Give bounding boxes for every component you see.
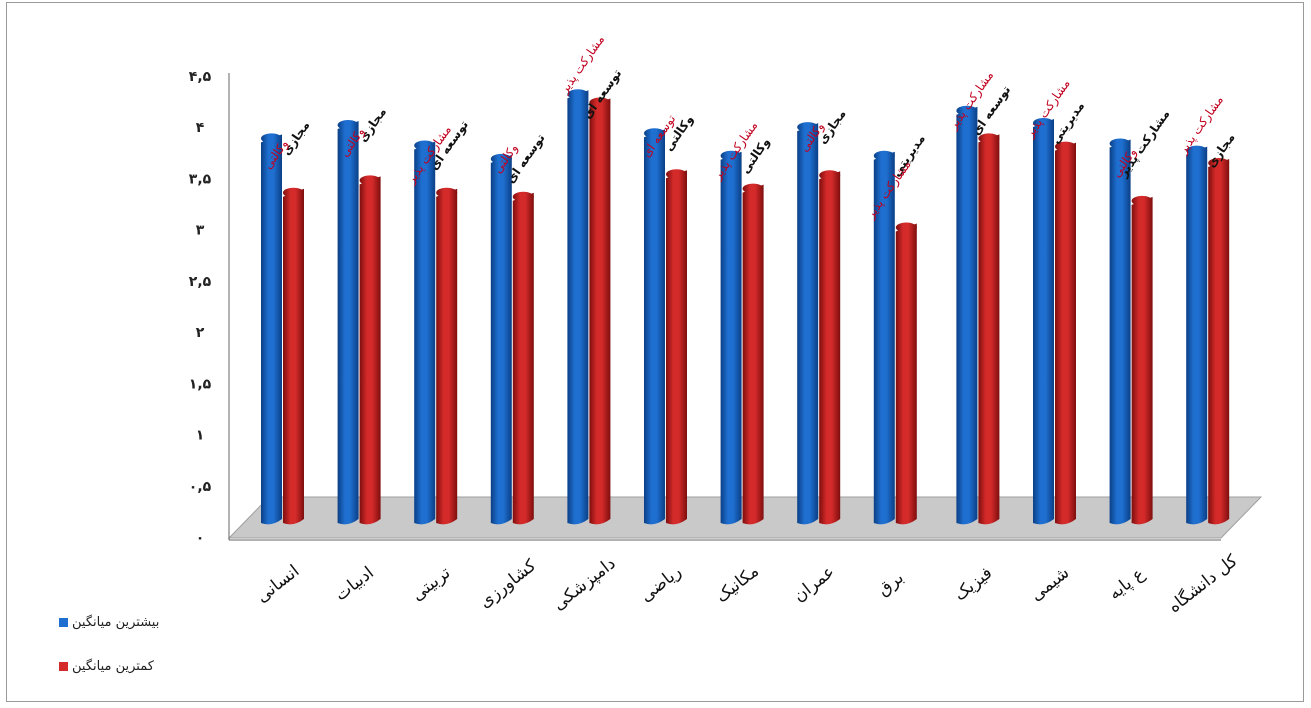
bar-max-cap <box>1033 118 1054 128</box>
bar-max-cap <box>567 89 589 100</box>
bar-max-cap <box>414 140 436 151</box>
y-tick-label: ۰ <box>196 530 205 546</box>
x-category-label: دامپزشکی <box>549 553 619 614</box>
x-category-label: انسانی <box>253 561 304 607</box>
bar-min <box>819 171 841 525</box>
legend-item-max: بیشترین میانگین <box>59 615 159 630</box>
y-tick-label: ۴ <box>196 120 205 136</box>
bar-max-cap <box>490 153 512 164</box>
bar-max-cap <box>956 105 978 116</box>
bar-min <box>742 184 764 525</box>
bar-max <box>567 90 589 525</box>
bar-chart: ۰۰,۵۱۱,۵۲۲,۵۳۳,۵۴۴,۵انسانیمجازیوکالتیادب… <box>189 33 1263 618</box>
bar-min-cap <box>589 97 611 108</box>
bar-min-cap <box>819 170 841 181</box>
x-category-label: فیزیک <box>950 563 996 605</box>
bar-max <box>1033 119 1054 525</box>
x-category-label: شیمی <box>1027 563 1073 605</box>
bar-min-cap <box>1055 141 1076 152</box>
bar-min-cap <box>436 187 458 198</box>
y-tick-label: ۴,۵ <box>189 69 212 85</box>
bar-min-cap <box>359 175 381 186</box>
bar-min <box>1055 142 1076 525</box>
bar-min <box>283 188 304 525</box>
bar-min <box>1131 196 1153 525</box>
bar-min <box>978 134 1000 525</box>
bar-min <box>359 176 381 525</box>
bar-min <box>589 98 611 525</box>
legend-label-min: کمترین میانگین <box>72 659 154 674</box>
bar-max-cap <box>797 122 819 133</box>
x-category-label: عمران <box>790 562 839 606</box>
bar-min <box>895 223 917 525</box>
bar-max <box>644 129 665 525</box>
bar-max-cap <box>1109 138 1131 149</box>
bar-min <box>1208 158 1230 525</box>
bar-max-cap <box>644 128 665 139</box>
bar-min-cap <box>1208 157 1230 168</box>
bar-min-cap <box>1131 195 1153 206</box>
x-category-label: ادبیات <box>331 563 377 605</box>
bar-max <box>337 121 359 525</box>
bar-min <box>666 170 687 525</box>
bar-min-cap <box>666 169 687 180</box>
bar-max <box>1109 139 1131 525</box>
bar-min-cap <box>512 191 534 202</box>
x-category-label: کل دانشگاه <box>1164 550 1242 618</box>
x-category-label: مکانیک <box>712 561 763 607</box>
bar-max-cap <box>873 150 895 161</box>
legend-swatch-red <box>59 662 68 671</box>
bar-max <box>956 106 978 525</box>
y-tick-label: ۱,۵ <box>189 376 212 392</box>
bar-max-cap <box>261 133 282 144</box>
bar-max <box>414 141 436 525</box>
bar-min-cap <box>283 187 304 198</box>
bar-max-cap <box>720 150 742 161</box>
y-tick-label: ۲ <box>196 325 205 341</box>
x-category-label: ریاضی <box>636 562 685 607</box>
x-category-label: ع پایه <box>1105 564 1148 604</box>
bar-max <box>1186 146 1208 525</box>
y-tick-label: ۲,۵ <box>189 274 212 290</box>
y-tick-label: ۱ <box>196 428 205 444</box>
x-category-label: کشاورزی <box>475 555 540 612</box>
chart-frame: ۰ ۰,۵ ۱ ۱,۵ ۲ ۲,۵ ۳ ۳,۵ ۴ ۴,۵ انسانی مجازی وکالتی ادب… <box>6 2 1304 702</box>
bar-min-cap <box>978 133 1000 144</box>
x-category-label: برق <box>874 568 908 601</box>
y-tick-label: ۰,۵ <box>189 479 212 495</box>
bar-max <box>720 151 742 525</box>
bar-min <box>436 188 458 525</box>
bar-max-cap <box>337 120 359 131</box>
bar-max <box>261 134 282 525</box>
x-category-label: تربیتی <box>408 563 455 606</box>
y-tick-label: ۳ <box>196 223 205 239</box>
bar-max <box>797 123 819 525</box>
legend-item-min: کمترین میانگین <box>59 659 154 674</box>
bar-min-cap <box>742 183 764 194</box>
legend-label-max: بیشترین میانگین <box>72 615 160 630</box>
bar-max-cap <box>1186 145 1208 156</box>
legend-swatch-blue <box>59 618 68 627</box>
bar-max <box>490 154 512 525</box>
y-tick-label: ۳,۵ <box>189 171 212 187</box>
bar-max <box>873 151 895 525</box>
bar-min-cap <box>895 222 917 233</box>
bar-min <box>512 192 534 525</box>
